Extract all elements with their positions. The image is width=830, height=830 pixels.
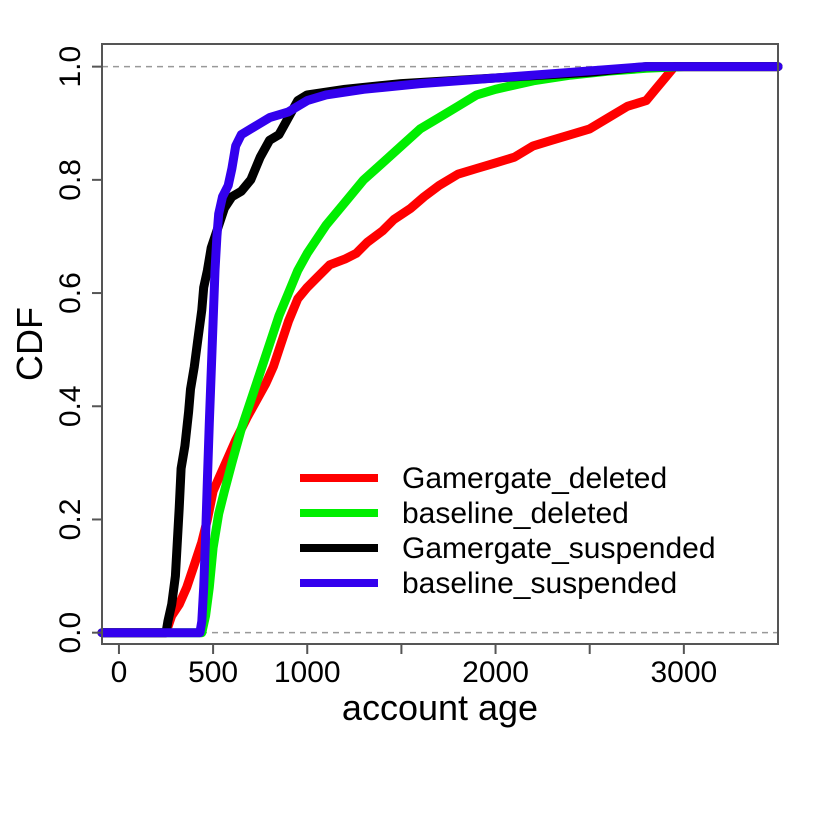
legend-label: Gamergate_deleted [402, 462, 667, 495]
x-tick-label: 1000 [274, 656, 341, 689]
x-axis: 0 500 1000 2000 3000 [111, 644, 717, 689]
y-tick-label: 0.0 [54, 612, 87, 654]
legend-label: baseline_suspended [402, 567, 677, 600]
y-axis-title: CDF [9, 307, 50, 381]
y-axis: 0.0 0.2 0.4 0.6 0.8 1.0 [54, 46, 102, 654]
legend: Gamergate_deletedbaseline_deletedGamerga… [300, 462, 716, 600]
y-tick-label: 0.4 [54, 385, 87, 427]
plot-area [97, 43, 783, 645]
legend-label: Gamergate_suspended [402, 532, 716, 565]
y-tick-label: 0.8 [54, 159, 87, 201]
series-layer [97, 62, 783, 638]
x-tick-label: 500 [188, 656, 238, 689]
y-tick-label: 0.2 [54, 499, 87, 541]
legend-item: Gamergate_suspended [300, 532, 716, 565]
x-tick-label: 2000 [462, 656, 529, 689]
y-tick-label: 1.0 [54, 46, 87, 88]
x-tick-label: 3000 [650, 656, 717, 689]
series-line-baseline-deleted [97, 62, 783, 638]
legend-item: baseline_deleted [300, 497, 629, 530]
legend-label: baseline_deleted [402, 497, 629, 530]
plot-frame [101, 43, 779, 645]
series-line-baseline-suspended [97, 62, 783, 638]
legend-item: baseline_suspended [300, 567, 677, 600]
x-axis-title: account age [342, 687, 538, 728]
y-tick-label: 0.6 [54, 272, 87, 314]
legend-item: Gamergate_deleted [300, 462, 667, 495]
x-tick-label: 0 [111, 656, 128, 689]
